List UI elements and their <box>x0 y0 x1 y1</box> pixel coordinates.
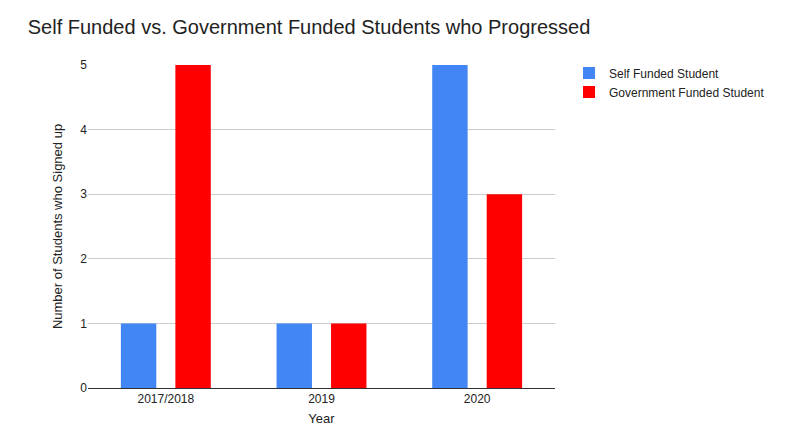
svg-text:2020: 2020 <box>464 392 491 406</box>
svg-text:Self Funded vs. Government Fun: Self Funded vs. Government Funded Studen… <box>28 16 591 38</box>
svg-text:5: 5 <box>80 58 87 72</box>
svg-text:2019: 2019 <box>308 392 335 406</box>
svg-text:3: 3 <box>80 187 87 201</box>
svg-text:0: 0 <box>80 381 87 395</box>
svg-text:2: 2 <box>80 252 87 266</box>
svg-text:Government Funded Student: Government Funded Student <box>609 86 764 100</box>
svg-text:1: 1 <box>80 317 87 331</box>
svg-text:2017/2018: 2017/2018 <box>137 392 194 406</box>
svg-text:4: 4 <box>80 123 87 137</box>
svg-text:Number of Students who Signed: Number of Students who Signed up <box>50 124 65 329</box>
svg-text:Self Funded Student: Self Funded Student <box>609 67 719 81</box>
svg-text:Year: Year <box>308 411 335 426</box>
